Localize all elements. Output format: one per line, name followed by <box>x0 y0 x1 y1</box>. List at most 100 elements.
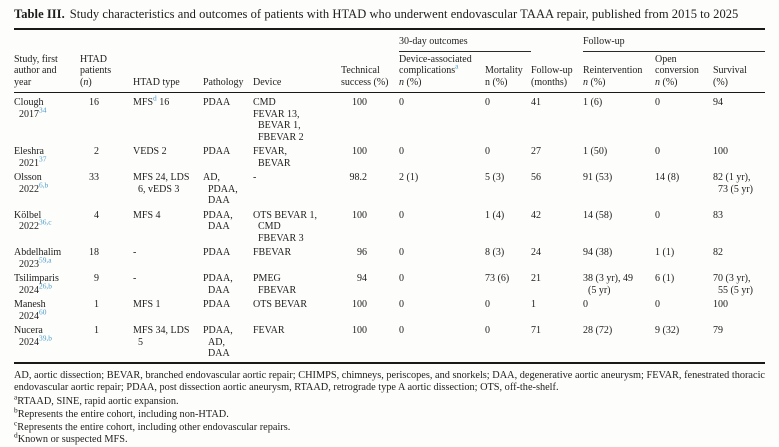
column-header: Device <box>253 51 341 93</box>
table-cell: 0 <box>485 145 531 171</box>
citation-ref[interactable]: a <box>455 62 458 71</box>
table-cell: 2 (1) <box>399 171 485 209</box>
table-cell: 56 <box>531 171 583 209</box>
footnote-marker: a <box>14 393 17 402</box>
table-number: Table III. <box>14 7 65 21</box>
table-cell: PDAA <box>203 93 253 146</box>
table-cell: PDAA, DAA <box>203 272 253 298</box>
table-cell: 1 <box>80 298 133 324</box>
table-cell: 0 <box>655 145 713 171</box>
table-cell: 0 <box>399 246 485 272</box>
table-cell: 14 (58) <box>583 209 655 247</box>
span-header-label: 30-day outcomes <box>399 36 468 47</box>
citation-ref[interactable]: 39,b <box>39 333 52 342</box>
table-cell: Abdelhalim 202359,a <box>14 246 80 272</box>
table-cell: PDAA, DAA <box>203 209 253 247</box>
span-header-label: Follow-up <box>583 36 625 47</box>
table-cell: 33 <box>80 171 133 209</box>
table-cell: 98.2 <box>341 171 399 209</box>
citation-ref[interactable]: 59,a <box>39 255 52 264</box>
span-spacer <box>14 30 399 51</box>
table-cell: PDAA <box>203 298 253 324</box>
span-spacer <box>531 30 583 51</box>
table-caption: Study characteristics and outcomes of pa… <box>70 7 739 21</box>
table-cell: 1 <box>531 298 583 324</box>
table-cell: 21 <box>531 272 583 298</box>
table-cell: MFS 34, LDS 5 <box>133 324 203 362</box>
table-cell: 1 (6) <box>583 93 655 146</box>
table-cell: MFS 1 <box>133 298 203 324</box>
footnote-item: cRepresents the entire cohort, including… <box>14 422 765 435</box>
table-cell: PDAA, AD, DAA <box>203 324 253 362</box>
table-cell: Eleshra 202137 <box>14 145 80 171</box>
table-cell: Olsson 20226,b <box>14 171 80 209</box>
footnote-item: aRTAAD, SINE, rapid aortic expansion. <box>14 396 765 409</box>
table-cell: 0 <box>655 298 713 324</box>
table-cell: 4 <box>80 209 133 247</box>
table-cell: 1 (4) <box>485 209 531 247</box>
table-cell: 0 <box>399 209 485 247</box>
column-header: Survival(%) <box>713 51 765 93</box>
table-cell: FEVAR, BEVAR <box>253 145 341 171</box>
table-cell: 0 <box>485 298 531 324</box>
table-cell: 96 <box>341 246 399 272</box>
citation-ref[interactable]: 26,b <box>39 281 52 290</box>
citation-ref[interactable]: d <box>153 94 157 103</box>
table-cell: 1 (50) <box>583 145 655 171</box>
table-cell: 0 <box>399 324 485 362</box>
table-title: Table III. Study characteristics and outc… <box>14 7 765 22</box>
table-cell: 82 (1 yr), 73 (5 yr) <box>713 171 765 209</box>
footnote-marker: d <box>14 431 18 440</box>
table-cell: 94 <box>713 93 765 146</box>
table-cell: Nucera 202439,b <box>14 324 80 362</box>
table-cell: 18 <box>80 246 133 272</box>
table-cell: 41 <box>531 93 583 146</box>
table-cell: MFS 24, LDS 6, vEDS 3 <box>133 171 203 209</box>
table-cell: 38 (3 yr), 49 (5 yr) <box>583 272 655 298</box>
citation-ref[interactable]: 60 <box>39 307 46 316</box>
table-cell: 0 <box>399 298 485 324</box>
table-cell: FEVAR <box>253 324 341 362</box>
citation-ref[interactable]: 36,c <box>39 218 52 227</box>
citation-ref[interactable]: 37 <box>39 154 46 163</box>
table-cell: 1 (1) <box>655 246 713 272</box>
column-header: HTAD type <box>133 51 203 93</box>
citation-ref[interactable]: 6,b <box>39 180 48 189</box>
footnote-marker: c <box>14 418 17 427</box>
table-cell: 83 <box>713 209 765 247</box>
span-header-30day-outcomes: 30-day outcomes <box>399 30 531 51</box>
abbreviation-note: AD, aortic dissection; BEVAR, branched e… <box>14 370 765 396</box>
table-cell: 5 (3) <box>485 171 531 209</box>
column-header: Follow-up(months) <box>531 51 583 93</box>
table-cell: OTS BEVAR <box>253 298 341 324</box>
citation-ref[interactable]: 34 <box>39 105 46 114</box>
table-cell: 0 <box>655 93 713 146</box>
table-cell: 94 (38) <box>583 246 655 272</box>
table-cell: PDAA <box>203 145 253 171</box>
table-cell: 100 <box>341 209 399 247</box>
table-cell: 0 <box>399 93 485 146</box>
table-cell: OTS BEVAR 1, CMD FBEVAR 3 <box>253 209 341 247</box>
table-cell: 100 <box>341 93 399 146</box>
table-cell: 27 <box>531 145 583 171</box>
table-cell: 2 <box>80 145 133 171</box>
table-cell: 0 <box>399 272 485 298</box>
table-cell: 14 (8) <box>655 171 713 209</box>
span-header-followup: Follow-up <box>583 30 765 51</box>
